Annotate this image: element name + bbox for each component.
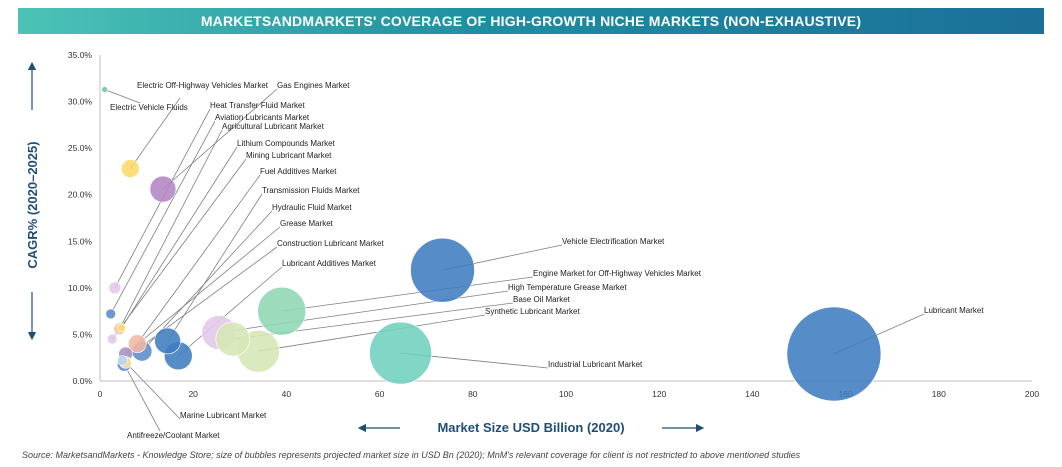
bubble-label: Electric Off-Highway Vehicles Market — [137, 81, 269, 90]
bubble-label: Industrial Lubricant Market — [548, 360, 643, 369]
x-tick-label: 140 — [745, 389, 759, 399]
leader-line — [141, 210, 273, 352]
bubble-label: Hydraulic Fluid Market — [272, 203, 352, 212]
bubble — [257, 286, 307, 336]
bubble — [106, 333, 118, 345]
leader-line — [119, 129, 223, 330]
bubble-label: Heat Transfer Fluid Market — [210, 101, 305, 110]
y-axis-title: CAGR% (2020–2025) — [25, 141, 40, 268]
leader-line — [281, 276, 534, 312]
x-tick-label: 20 — [188, 389, 198, 399]
x-tick-label: 0 — [98, 389, 103, 399]
leader-line — [129, 97, 181, 169]
bubble — [120, 159, 140, 178]
y-tick-label: 0.0% — [73, 376, 93, 386]
bubble-label: Marine Lubricant Market — [180, 411, 267, 420]
leader-line — [167, 193, 263, 342]
y-tick-label: 30.0% — [68, 97, 93, 107]
leader-line — [178, 266, 283, 357]
bubble — [127, 334, 147, 354]
leader-line — [121, 146, 238, 329]
bubble-label: Antifreeze/Coolant Market — [127, 431, 220, 440]
bubble-label: Construction Lubricant Market — [277, 239, 384, 248]
bubble — [108, 281, 122, 295]
x-tick-label: 120 — [652, 389, 666, 399]
bubble-label: Gas Engines Market — [277, 81, 350, 90]
bubble-label: Transmission Fluids Market — [262, 186, 360, 195]
bubble-label: High Temperature Grease Market — [508, 283, 627, 292]
bubble-label: Synthetic Lubricant Market — [485, 307, 580, 316]
chart-title: MARKETSANDMARKETS' COVERAGE OF HIGH-GROW… — [18, 8, 1044, 34]
y-tick-label: 10.0% — [68, 283, 93, 293]
leader-line — [104, 89, 141, 104]
leader-line — [110, 120, 216, 315]
x-tick-label: 180 — [932, 389, 946, 399]
axis-titles: Market Size USD Billion (2020) CAGR% (20… — [25, 61, 705, 435]
leader-line — [162, 88, 278, 190]
y-tick-label: 35.0% — [68, 50, 93, 60]
x-tick-label: 60 — [375, 389, 385, 399]
bubble-label: Lithium Compounds Market — [237, 139, 336, 148]
bubble-label: Lubricant Additives Market — [282, 259, 377, 268]
bubble — [215, 321, 251, 357]
bubble — [149, 175, 177, 203]
bubble-labels: Electric Off-Highway Vehicles Market Elec… — [110, 81, 984, 440]
leader-line — [123, 364, 161, 432]
bubble-label: Base Oil Market — [513, 295, 571, 304]
bubble — [786, 306, 882, 402]
bubble-label: Mining Lubricant Market — [246, 151, 332, 160]
bubble — [101, 86, 108, 93]
leader-line — [258, 314, 486, 352]
bubble-label: Electric Vehicle Fluids — [110, 103, 188, 112]
x-axis-title: Market Size USD Billion (2020) — [437, 420, 624, 435]
bubble-label: Agricultural Lubricant Market — [222, 122, 325, 131]
leader-line — [136, 174, 261, 344]
x-tick-label: 100 — [559, 389, 573, 399]
x-tick-label: 80 — [468, 389, 478, 399]
bubble — [105, 308, 117, 320]
leader-line — [125, 226, 281, 355]
bubble-label: Aviation Lubricants Market — [215, 113, 310, 122]
bubble — [410, 237, 475, 303]
bubble-label: Engine Market for Off-Highway Vehicles M… — [533, 269, 702, 278]
x-tick-label: 200 — [1025, 389, 1039, 399]
leader-line — [125, 362, 181, 420]
source-note: Source: MarketsandMarkets - Knowledge St… — [22, 450, 801, 460]
y-tick-label: 20.0% — [68, 190, 93, 200]
bubble — [117, 323, 126, 333]
bubble-label: Vehicle Electrification Market — [562, 237, 665, 246]
bubble — [117, 355, 128, 366]
x-tick-label: 40 — [282, 389, 292, 399]
bubble-label: Grease Market — [280, 219, 334, 228]
leader-line — [111, 158, 247, 340]
axes: 0204060801001201401601802000.0%5.0%10.0%… — [68, 50, 1039, 399]
y-tick-label: 5.0% — [73, 329, 93, 339]
bubbles — [101, 86, 882, 402]
bubble-label: Lubricant Market — [924, 306, 984, 315]
leader-line — [122, 246, 278, 361]
bubble — [369, 321, 432, 385]
y-tick-label: 15.0% — [68, 236, 93, 246]
y-tick-label: 25.0% — [68, 143, 93, 153]
bubble — [154, 327, 181, 355]
bubble-label: Fuel Additives Market — [260, 167, 337, 176]
